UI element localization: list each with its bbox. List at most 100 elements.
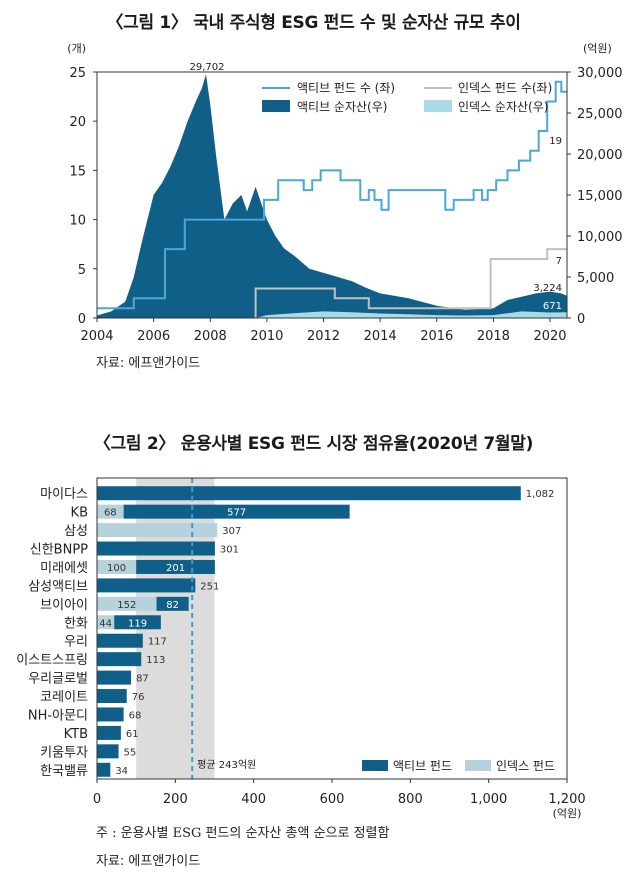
- x-tick-label: 2012: [307, 329, 340, 344]
- y-left-tick-label: 15: [69, 164, 86, 179]
- x-tick-label: 2018: [477, 329, 510, 344]
- total-value-label: 87: [136, 674, 149, 685]
- active-value-label: 82: [166, 600, 179, 611]
- peak-annotation: 29,702: [190, 62, 225, 73]
- category-label: 이스트스프링: [16, 653, 88, 668]
- figure2-title: 〈그림 2〉 운용사별 ESG 펀드 시장 점유율(2020년 7월말): [93, 434, 534, 454]
- total-value-label: 1,082: [526, 489, 555, 500]
- x-tick-label: 1,000: [470, 792, 507, 807]
- index-value-label: 100: [107, 563, 126, 574]
- total-value-label: 55: [124, 747, 137, 758]
- legend-index-swatch: [465, 760, 491, 771]
- x-tick-label: 800: [398, 792, 423, 807]
- x-tick-label: 1,200: [548, 792, 585, 807]
- x-tick-label: 2016: [420, 329, 453, 344]
- active-bar: [156, 596, 189, 611]
- y-right-tick-label: 15,000: [577, 189, 623, 204]
- index-value-label: 68: [104, 508, 117, 519]
- category-label: 삼성: [64, 524, 88, 539]
- index-value-label: 44: [99, 618, 112, 629]
- figure1-title: 〈그림 1〉 국내 주식형 ESG 펀드 수 및 순자산 규모 추이: [106, 13, 521, 33]
- total-value-label: 307: [222, 526, 241, 537]
- legend-index-count-label: 인덱스 펀드 수(좌): [458, 81, 552, 95]
- active-bar: [97, 707, 124, 722]
- active-value-label: 119: [128, 618, 147, 629]
- active-bar: [97, 652, 142, 667]
- active-aum-area: [97, 74, 567, 319]
- figure2-note: 주 : 운용사별 ESG 펀드의 순자산 총액 순으로 정렬함: [96, 826, 390, 841]
- active-bar: [136, 559, 215, 574]
- active-bar: [97, 541, 215, 556]
- x-tick-label: 400: [241, 792, 266, 807]
- total-value-label: 117: [148, 637, 167, 648]
- active-bar: [97, 762, 111, 777]
- index-value-label: 152: [117, 600, 136, 611]
- x-tick-label: 2006: [137, 329, 170, 344]
- total-value-label: 34: [115, 766, 128, 777]
- y-left-tick-label: 20: [69, 115, 86, 130]
- y-left-tick-label: 25: [69, 66, 86, 81]
- category-label: 우리글로벌: [28, 672, 88, 687]
- x-tick-label: 2008: [194, 329, 227, 344]
- average-label: 평균 243억원: [197, 759, 256, 771]
- y-right-tick-label: 5,000: [577, 271, 614, 286]
- category-label: 한화: [64, 616, 88, 631]
- active-aum-end-annotation: 3,224: [533, 283, 562, 294]
- total-value-label: 76: [132, 692, 145, 703]
- active-bar: [97, 744, 119, 759]
- active-bar: [97, 725, 121, 740]
- index-bar: [97, 596, 157, 611]
- legend-active-count-label: 액티브 펀드 수 (좌): [297, 81, 395, 95]
- y-right-tick-label: 25,000: [577, 107, 623, 122]
- y-right-tick-label: 10,000: [577, 230, 623, 245]
- x-tick-label: 2004: [80, 329, 113, 344]
- figure2-source: 자료: 에프앤가이드: [96, 854, 201, 869]
- x-tick-label: 600: [320, 792, 345, 807]
- active-count-end-annotation: 19: [549, 136, 562, 147]
- active-bar: [97, 633, 143, 648]
- category-label: 우리: [64, 635, 88, 650]
- legend-index-aum-swatch: [424, 100, 452, 112]
- legend-active-aum-label: 액티브 순자산(우): [297, 100, 387, 114]
- category-label: 키움투자: [40, 745, 88, 760]
- y-right-tick-label: 20,000: [577, 148, 623, 163]
- figure2-chart: 마이다스 1,082 KB 68 577 삼성 307 신한BNPP 301 미래에셋 100 201…: [16, 477, 586, 820]
- legend-active-aum-swatch: [262, 100, 290, 112]
- total-value-label: 113: [146, 655, 165, 666]
- index-count-end-annotation: 7: [556, 256, 562, 267]
- x-tick-label: 2014: [364, 329, 397, 344]
- active-bar: [97, 689, 127, 704]
- active-value-label: 577: [227, 508, 246, 519]
- y-left-tick-label: 10: [69, 214, 86, 229]
- legend-active-swatch: [362, 760, 388, 771]
- index-bar: [97, 523, 218, 538]
- active-count-line: [97, 80, 567, 310]
- x-tick-label: 0: [93, 792, 101, 807]
- active-bar: [97, 578, 196, 593]
- legend-index-aum-label: 인덱스 순자산(우): [458, 100, 548, 114]
- active-value-label: 201: [166, 563, 185, 574]
- y-right-tick-label: 0: [577, 312, 585, 327]
- index-aum-end-annotation: 671: [543, 301, 562, 312]
- y-right-tick-label: 30,000: [577, 66, 623, 81]
- legend-active-label: 액티브 펀드: [393, 759, 452, 773]
- index-bar: [97, 504, 124, 519]
- category-label: KB: [71, 506, 88, 521]
- category-label: 코레이트: [40, 690, 88, 705]
- y-left-unit: (개): [67, 42, 86, 55]
- total-value-label: 251: [200, 581, 219, 592]
- figure1-source: 자료: 에프앤가이드: [96, 356, 201, 371]
- index-aum-area: [97, 311, 567, 318]
- category-label: NH-아문디: [28, 708, 88, 723]
- category-label: 마이다스: [40, 487, 88, 502]
- category-label: 브이아이: [40, 598, 88, 613]
- category-label: 미래에셋: [40, 561, 88, 576]
- index-bar: [97, 615, 115, 630]
- index-bar: [97, 559, 137, 574]
- total-value-label: 301: [220, 545, 239, 556]
- x-unit: (억원): [553, 807, 582, 820]
- total-value-label: 68: [129, 710, 142, 721]
- category-label: 한국밸류: [40, 764, 88, 779]
- category-label: KTB: [64, 727, 88, 742]
